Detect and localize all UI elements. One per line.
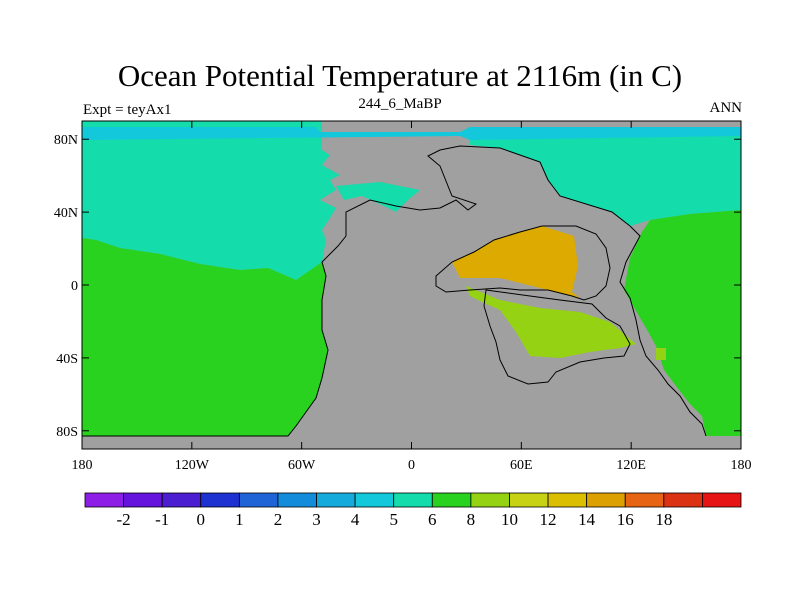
colorbar-label: -1 — [155, 510, 169, 529]
y-tick-label: 80N — [54, 133, 78, 148]
colorbar-label: 16 — [617, 510, 634, 529]
colorbar-box — [663, 492, 703, 508]
coastline-inner-shelf — [483, 289, 631, 385]
ocean-region-5c-arctic — [82, 127, 741, 140]
y-tick-label: 40N — [54, 206, 78, 221]
ocean-region-10c-spot — [656, 348, 666, 360]
y-axis-ticks: 80N 40N 0 40S 80S — [54, 133, 741, 440]
coastline-eastern — [619, 225, 707, 437]
x-axis-ticks: 180 120W 60W 0 60E 120E 180 — [72, 121, 752, 473]
map-fields — [82, 121, 741, 449]
colorbar-box — [470, 492, 510, 508]
ocean-region-8c-east — [624, 210, 741, 436]
colorbar-box — [624, 492, 665, 508]
colorbar-box — [123, 492, 163, 508]
colorbar-label: 0 — [197, 510, 206, 529]
colorbar-box — [200, 492, 240, 508]
ocean-region-6c-tethys-north — [470, 136, 741, 226]
colorbar-box — [393, 492, 433, 508]
coastline-western-pangaea — [82, 145, 631, 437]
colorbar-label: 6 — [428, 510, 437, 529]
colorbar-label: 8 — [467, 510, 476, 529]
plot-title: Ocean Potential Temperature at 2116m (in… — [117, 58, 683, 93]
period-label: 244_6_MaBP — [358, 96, 442, 112]
x-tick-label: 60E — [510, 458, 533, 473]
coastlines — [82, 145, 707, 437]
coastline-tethys — [435, 225, 611, 301]
ocean-region-8c-pacific — [82, 238, 328, 436]
colorbar-box — [161, 492, 202, 508]
ocean-region-10c-band — [466, 286, 636, 358]
ocean-region-14c-tethys — [452, 226, 580, 298]
x-tick-label: 180 — [731, 458, 752, 473]
ocean-region-6c-shelf — [336, 182, 420, 212]
colorbar-box — [509, 492, 549, 508]
colorbar-label: 18 — [655, 510, 672, 529]
colorbar-label: -2 — [117, 510, 131, 529]
y-tick-label: 40S — [56, 352, 78, 367]
colorbar-label: 12 — [540, 510, 557, 529]
colorbar-box — [586, 492, 626, 508]
colorbar-label: 4 — [351, 510, 360, 529]
colorbar: -2 -1 0 1 2 3 4 5 6 8 10 12 14 16 18 — [84, 492, 742, 529]
colorbar-box — [238, 492, 279, 508]
y-tick-label: 80S — [56, 425, 78, 440]
colorbar-label: 3 — [312, 510, 321, 529]
colorbar-box — [316, 492, 356, 508]
x-tick-label: 180 — [72, 458, 93, 473]
x-tick-label: 120W — [175, 458, 210, 473]
season-label: ANN — [709, 100, 743, 116]
colorbar-label: 1 — [235, 510, 244, 529]
y-tick-label: 0 — [71, 279, 78, 294]
colorbar-box — [354, 492, 395, 508]
experiment-label: Expt = teyAx1 — [83, 102, 172, 118]
colorbar-box — [702, 492, 742, 508]
colorbar-box — [84, 492, 124, 508]
x-tick-label: 0 — [408, 458, 415, 473]
colorbar-box — [547, 492, 588, 508]
colorbar-label: 14 — [578, 510, 596, 529]
colorbar-label: 2 — [274, 510, 283, 529]
x-tick-label: 120E — [616, 458, 646, 473]
colorbar-box — [431, 492, 472, 508]
colorbar-box — [277, 492, 317, 508]
colorbar-label: 10 — [501, 510, 518, 529]
colorbar-label: 5 — [389, 510, 398, 529]
ocean-region-6c-north-pacific — [82, 121, 340, 280]
x-tick-label: 60W — [288, 458, 316, 473]
